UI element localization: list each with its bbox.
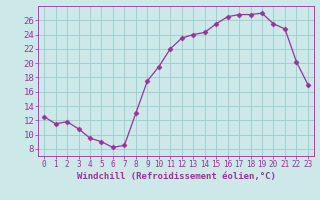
X-axis label: Windchill (Refroidissement éolien,°C): Windchill (Refroidissement éolien,°C) <box>76 172 276 181</box>
